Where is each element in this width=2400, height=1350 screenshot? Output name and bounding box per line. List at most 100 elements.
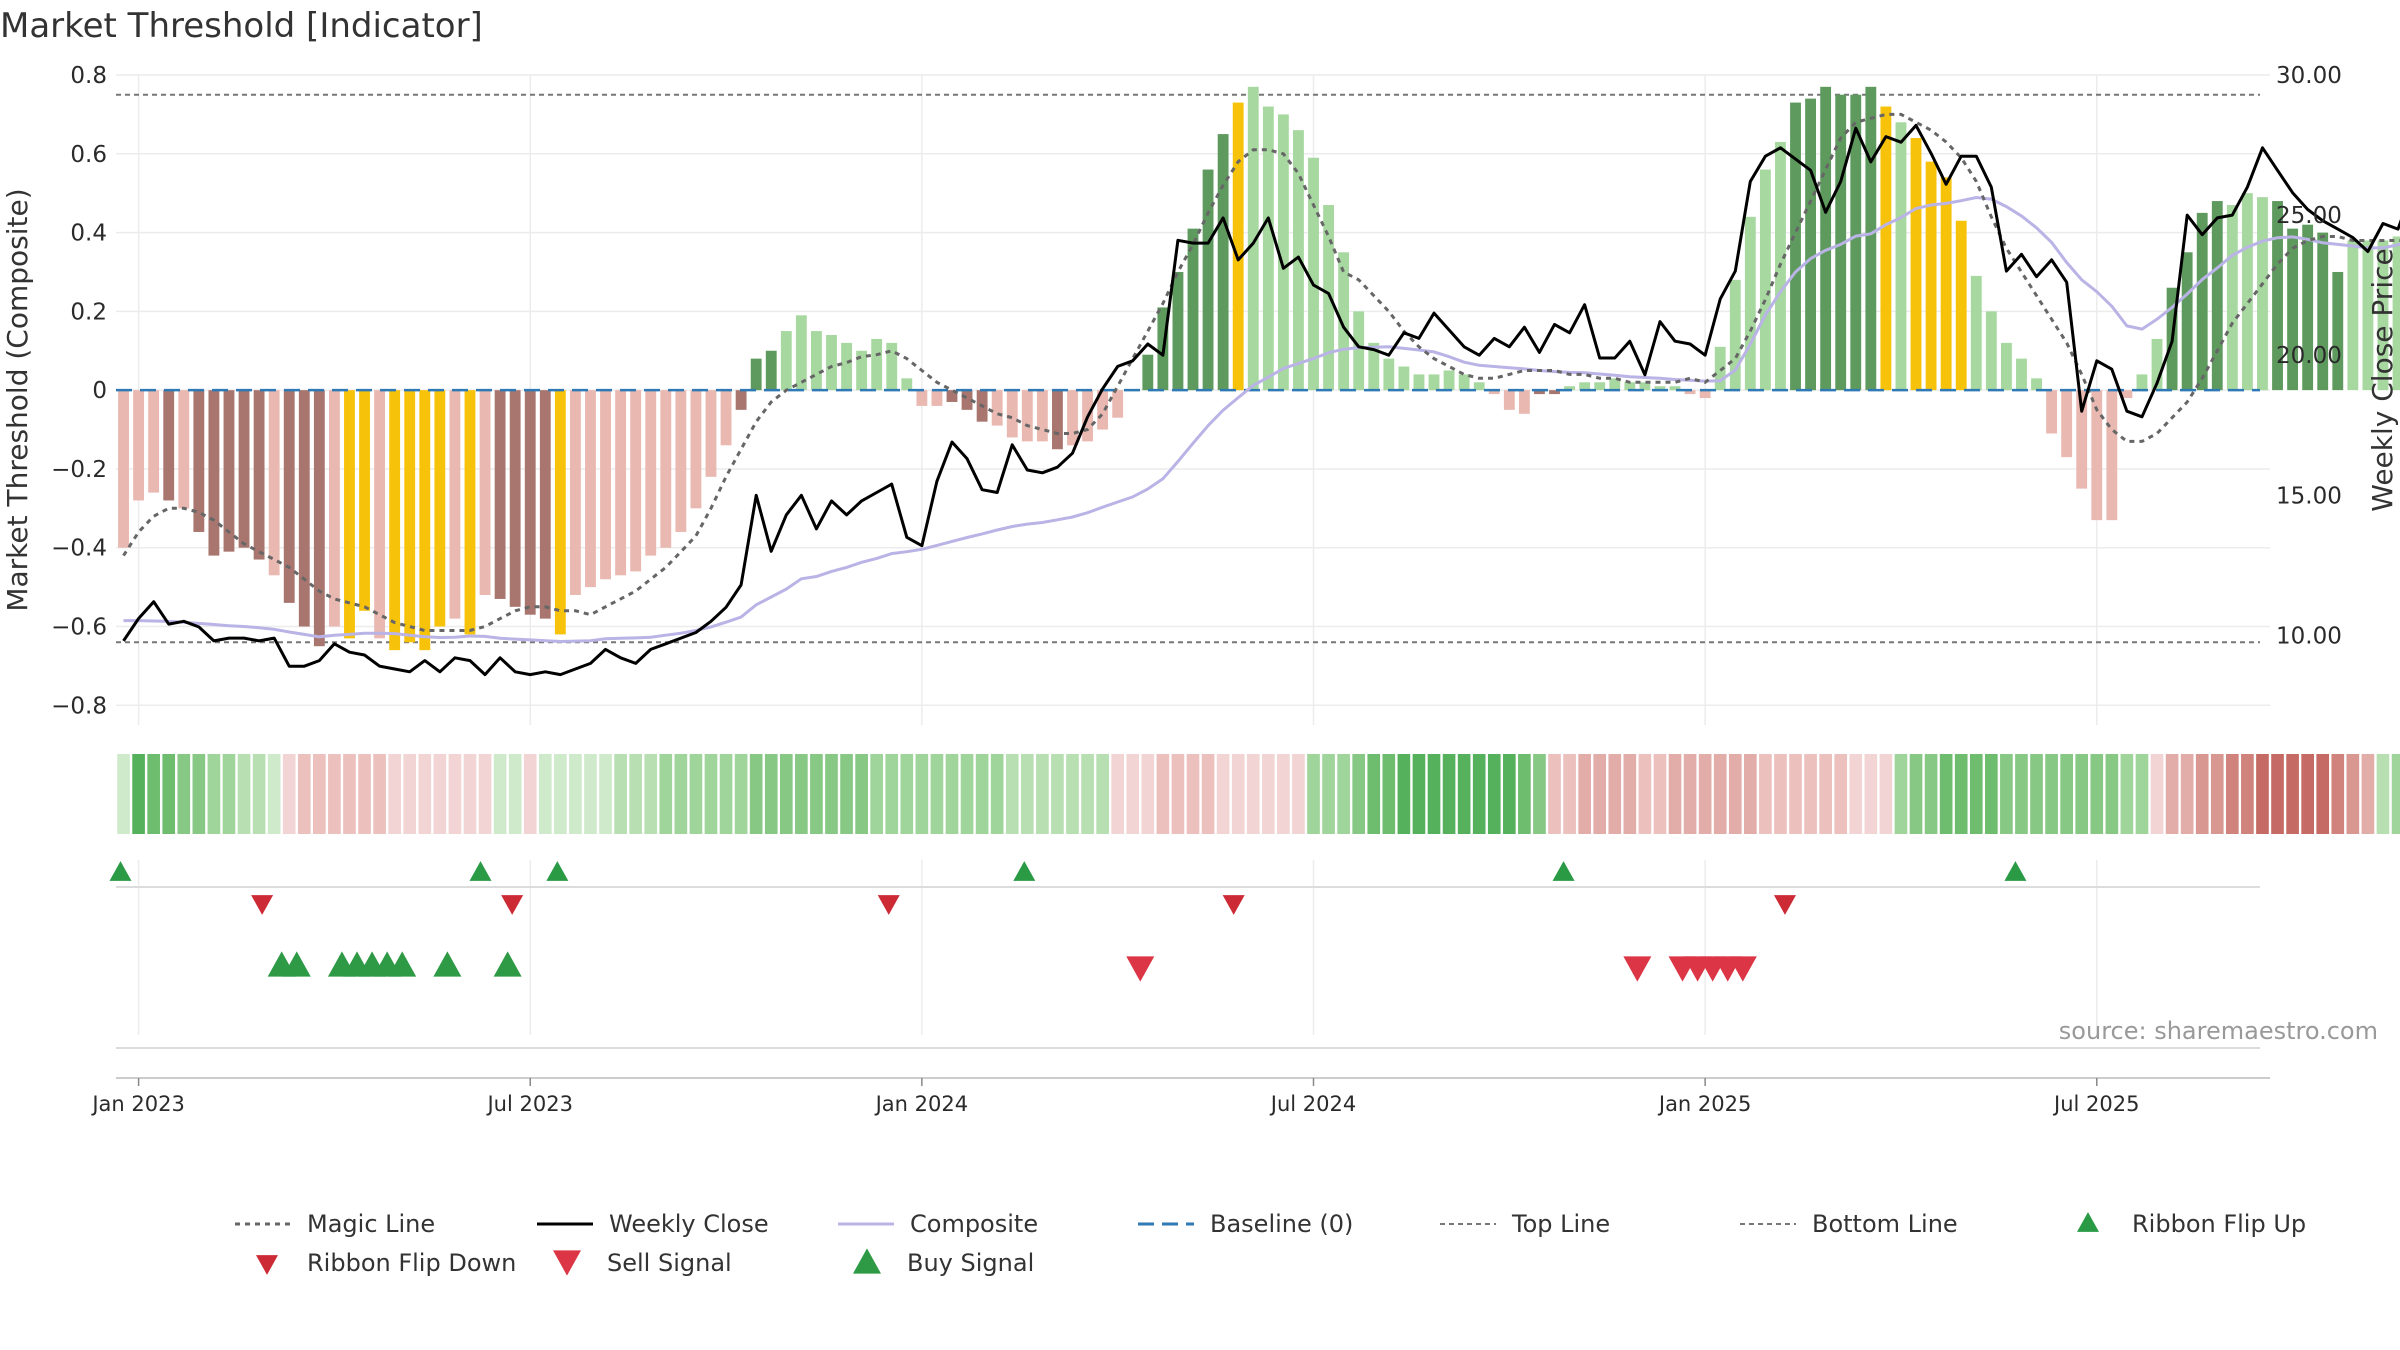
y-left-tick-label: −0.8 — [51, 693, 107, 719]
ribbon-flip-down-marker — [1222, 895, 1245, 915]
composite-bar — [539, 390, 551, 619]
ribbon-cell — [297, 754, 311, 834]
composite-bar — [1021, 390, 1033, 442]
ribbon-cell — [764, 754, 778, 834]
ribbon-cell — [1005, 754, 1019, 834]
composite-bar — [1759, 169, 1771, 391]
ribbon-cell — [1759, 754, 1772, 834]
ribbon-cell — [478, 754, 492, 834]
ribbon-cell — [358, 754, 371, 834]
ribbon-cell — [433, 754, 447, 834]
composite-bar — [901, 378, 913, 391]
composite-bar — [720, 390, 732, 446]
composite-bar — [1247, 86, 1259, 391]
sell-signal-marker — [1728, 956, 1757, 982]
composite-bar — [133, 390, 145, 501]
ribbon-cell — [554, 754, 567, 834]
legend-item-sell: Sell Signal — [553, 1249, 732, 1277]
composite-bar — [856, 350, 868, 391]
ribbon-cell — [704, 754, 718, 834]
ribbon-cell — [795, 754, 808, 834]
legend-item-flipdown: Ribbon Flip Down — [256, 1249, 516, 1277]
composite-bar — [1428, 374, 1440, 391]
composite-bar — [554, 390, 566, 635]
y-axis-left-label: Market Threshold (Composite) — [1, 188, 34, 611]
composite-bar — [1503, 390, 1515, 410]
ribbon-cell — [1969, 754, 1983, 834]
composite-bar — [569, 390, 581, 595]
ribbon-cell — [117, 754, 130, 834]
ribbon-cell — [1201, 754, 1215, 834]
composite-bar — [1067, 390, 1078, 446]
composite-bar — [1413, 374, 1425, 391]
y-left-tick-label: −0.4 — [51, 536, 107, 562]
composite-bar — [1714, 346, 1726, 391]
composite-bar — [1217, 134, 1229, 391]
composite-bar — [886, 342, 898, 391]
ribbon-cell — [1036, 754, 1049, 834]
ribbon-cell — [1292, 754, 1305, 834]
buy-signal-marker — [493, 951, 522, 977]
ribbon-cell — [1397, 754, 1411, 834]
legend-label: Magic Line — [307, 1210, 435, 1238]
ribbon-cell — [674, 754, 688, 834]
ribbon-cell — [885, 754, 899, 834]
ribbon-cell — [1352, 754, 1366, 834]
composite-bar — [1036, 390, 1048, 442]
ribbon-cell — [1457, 754, 1471, 834]
ribbon-cell — [1518, 754, 1531, 834]
composite-bar — [238, 390, 250, 548]
composite-bar — [916, 390, 928, 406]
composite-bar — [2211, 201, 2223, 391]
ribbon-cell — [2180, 754, 2194, 834]
y-left-tick-label: 0 — [92, 378, 107, 404]
ribbon-cell — [2150, 754, 2164, 834]
ribbon-cell — [2165, 754, 2179, 834]
signal-markers — [109, 860, 2260, 1049]
ribbon-cell — [2195, 754, 2209, 834]
composite-bar — [1187, 228, 1199, 391]
ribbon-cell — [1593, 754, 1607, 834]
composite-bar — [268, 390, 280, 576]
composite-bar — [780, 331, 792, 391]
ribbon-cell — [493, 754, 507, 834]
ribbon-cell — [2135, 754, 2149, 834]
composite-bar — [1865, 86, 1877, 391]
composite-bar — [1473, 382, 1485, 391]
composite-bar — [2226, 205, 2238, 391]
y-left-tick-label: −0.6 — [51, 615, 107, 641]
composite-bar — [1549, 390, 1560, 395]
ribbon-cell — [222, 754, 236, 834]
ribbon-cell — [2286, 754, 2299, 834]
composite-bar — [871, 338, 883, 391]
composite-bar — [2287, 228, 2299, 391]
x-tick-label: Jan 2023 — [90, 1092, 185, 1116]
legend: Magic Line Weekly Close Composite Baseline … — [235, 1210, 2306, 1277]
ribbon-cell — [1126, 754, 1140, 834]
ribbon-cell — [599, 754, 612, 834]
composite-bar — [795, 315, 807, 391]
composite-bar — [479, 390, 491, 595]
ribbon-cell — [1608, 754, 1622, 834]
ribbon-cell — [2045, 754, 2058, 834]
composite-bar — [449, 390, 461, 619]
composite-bar — [1790, 102, 1801, 391]
composite-bar — [2272, 201, 2283, 391]
ribbon-cell — [1277, 754, 1290, 834]
composite-bar — [2392, 236, 2400, 391]
composite-bar — [1097, 390, 1109, 430]
composite-bar — [2317, 232, 2329, 391]
ribbon-cell — [930, 754, 944, 834]
composite-bar — [1006, 390, 1018, 438]
composite-bar — [2106, 390, 2118, 521]
composite-bar — [404, 390, 416, 643]
ribbon-cell — [2075, 754, 2089, 834]
ribbon-cell — [343, 754, 356, 834]
composite-bar — [2046, 390, 2058, 434]
legend-swatch — [853, 1248, 881, 1274]
composite-bar — [2362, 240, 2374, 391]
legend-swatch — [256, 1255, 278, 1275]
composite-bar — [1684, 390, 1696, 395]
ribbon-cell — [1623, 754, 1637, 834]
composite-bar — [208, 390, 220, 556]
